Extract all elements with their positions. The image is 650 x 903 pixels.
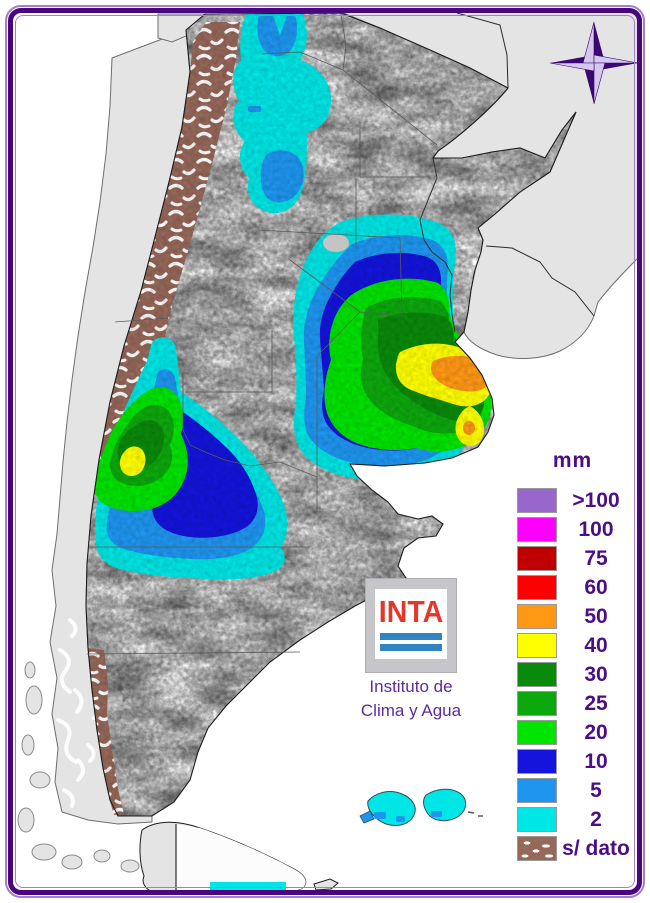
tdf-argentine-part <box>176 824 306 893</box>
legend-value-label: 100 <box>578 518 614 541</box>
inta-acronym: INTA <box>378 594 444 629</box>
inta-logo: INTA <box>365 578 457 673</box>
legend-value-label: s/ dato <box>562 837 630 860</box>
inta-logo-inner: INTA <box>375 589 447 659</box>
legend-color-swatch <box>517 604 557 629</box>
legend-color-swatch <box>517 836 557 861</box>
legend-color-swatch <box>517 633 557 658</box>
legend-item: 25 <box>517 689 635 718</box>
legend-item: 20 <box>517 718 635 747</box>
inta-logo-bar <box>380 644 442 651</box>
legend-color-swatch <box>517 691 557 716</box>
legend-value-label: 10 <box>584 750 608 773</box>
institute-name-line1: Instituto de <box>369 677 453 696</box>
legend-item: 2 <box>517 805 635 834</box>
legend-color-swatch <box>517 720 557 745</box>
argentina-border-outline <box>85 12 577 817</box>
chilean-islands <box>17 661 140 873</box>
parana-river <box>419 157 456 333</box>
compass-rose-icon <box>549 21 639 105</box>
legend-value-label: 75 <box>584 547 608 570</box>
institute-name-line2: Clima y Agua <box>360 701 462 720</box>
legend-item: 75 <box>517 544 635 573</box>
province-borders <box>86 13 438 655</box>
chile-landmass <box>17 29 191 873</box>
legend-color-swatch <box>517 807 557 832</box>
legend-color-swatch <box>517 662 557 687</box>
salt-lake <box>322 233 350 253</box>
legend-item: 100 <box>517 515 635 544</box>
legend-item: 5 <box>517 776 635 805</box>
neighbor-internal-borders <box>456 12 595 317</box>
legend-item: 30 <box>517 660 635 689</box>
inta-logo-bar <box>380 633 442 640</box>
legend-color-swatch <box>517 778 557 803</box>
legend-value-label: >100 <box>572 489 620 512</box>
legend-value-label: 30 <box>584 663 608 686</box>
legend-value-label: 20 <box>584 721 608 744</box>
legend-color-swatch <box>517 749 557 774</box>
legend-item: 60 <box>517 573 635 602</box>
malvinas-islands <box>359 788 483 827</box>
legend-item: 50 <box>517 602 635 631</box>
legend-color-swatch <box>517 488 557 513</box>
legend-value-label: 60 <box>584 576 608 599</box>
legend-value-label: 5 <box>590 779 602 802</box>
legend-item: >100 <box>517 486 635 515</box>
legend-value-label: 25 <box>584 692 608 715</box>
legend-value-label: 50 <box>584 605 608 628</box>
legend-item: s/ dato <box>517 834 635 863</box>
legend-value-label: 40 <box>584 634 608 657</box>
legend-color-swatch <box>517 575 557 600</box>
legend-color-swatch <box>517 546 557 571</box>
legend-title: mm <box>552 449 593 472</box>
legend-item: 40 <box>517 631 635 660</box>
legend-color-swatch <box>517 517 557 542</box>
legend-rows: >100 100 75 60 50 40 30 25 20 10 5 <box>517 486 635 863</box>
legend-item: 10 <box>517 747 635 776</box>
legend-value-label: 2 <box>590 808 602 831</box>
